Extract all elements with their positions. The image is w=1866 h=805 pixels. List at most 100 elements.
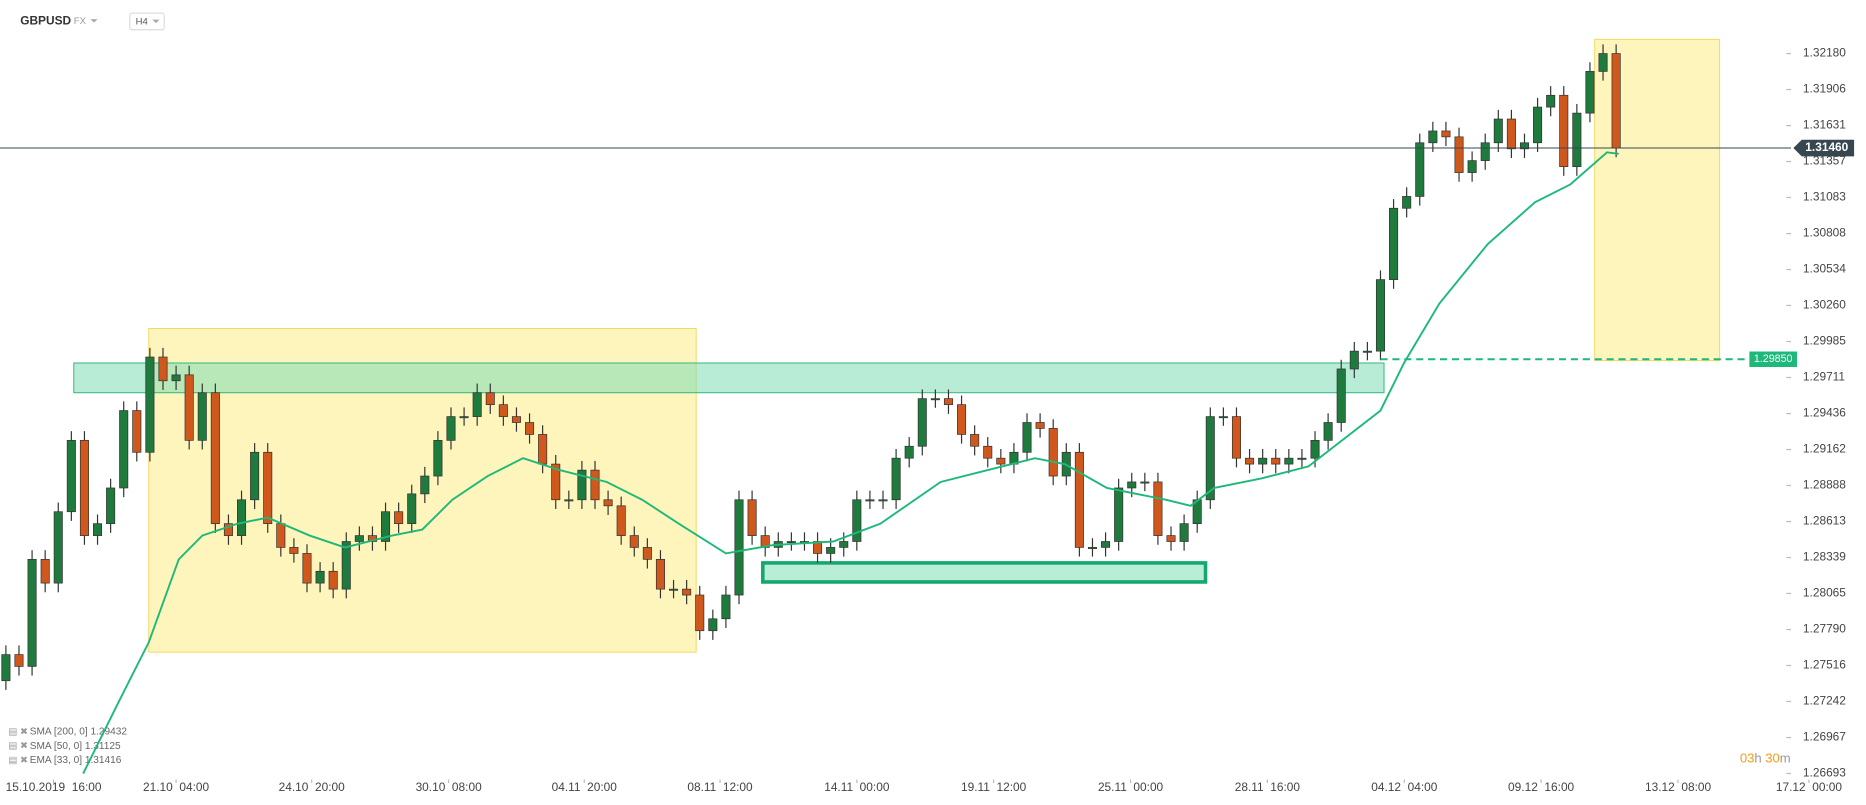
candle-body: [538, 434, 548, 465]
plot-area: [1, 44, 1621, 774]
candle-body: [1428, 130, 1438, 144]
dropdown-caret: [152, 19, 160, 24]
candle-body: [1140, 481, 1150, 484]
x-tick-label: 14.11 00:00: [824, 780, 890, 794]
x-tick-label: 17.12 00:00: [1776, 780, 1843, 794]
candle-body: [878, 499, 888, 502]
candle-body: [1336, 368, 1346, 423]
candle-body: [682, 588, 692, 596]
candle-body: [1323, 422, 1333, 441]
x-tick-label: 25.11 00:00: [1098, 780, 1164, 794]
candle-body: [1127, 481, 1137, 489]
candle-body: [145, 356, 155, 453]
timer-minutes: 30: [1765, 751, 1780, 766]
candle-body: [485, 392, 495, 406]
y-tick-label: 1.29985: [1803, 334, 1846, 348]
candle-body: [577, 469, 587, 501]
y-tick-label: 1.31631: [1803, 118, 1846, 132]
candle-body: [106, 487, 116, 525]
candle-body: [315, 570, 325, 584]
x-tick-label: 15.10.2019 16:00: [6, 780, 102, 794]
candle-body: [472, 392, 482, 417]
candle-body: [263, 451, 273, 525]
candle-body: [14, 654, 24, 667]
candle-body: [943, 398, 953, 406]
y-tick-label: 1.28888: [1803, 478, 1846, 492]
candle-body: [1218, 416, 1228, 419]
candle-body: [930, 398, 940, 401]
candle-body: [655, 558, 665, 590]
candle-body: [1375, 279, 1386, 352]
symbol[interactable]: GBPUSD: [20, 14, 71, 28]
candle-body: [996, 457, 1006, 465]
candle-body: [525, 422, 535, 435]
candle-body: [590, 469, 600, 501]
green-zone: [761, 561, 1208, 584]
candle-body: [53, 511, 63, 584]
indicator-label: SMA [200, 0] 1.29432: [30, 727, 128, 738]
candle-body: [786, 541, 796, 544]
candle-body: [1349, 350, 1359, 370]
candle-body: [1271, 457, 1281, 465]
candle-body: [1389, 207, 1399, 280]
candle-body: [1572, 112, 1582, 168]
candle-body: [1415, 142, 1425, 197]
candle-body: [1048, 428, 1058, 477]
candle-body: [328, 570, 338, 590]
level-tag-label: 1.29850: [1754, 353, 1793, 365]
candle-body: [1598, 53, 1608, 72]
candle-body: [1441, 130, 1451, 138]
dropdown-caret[interactable]: [90, 19, 98, 23]
candle-body: [1074, 451, 1084, 548]
candle-body: [721, 594, 731, 620]
candle-body: [1179, 523, 1189, 542]
interval-button[interactable]: [129, 12, 165, 31]
timer-hours: 03: [1740, 751, 1755, 766]
candle-body: [551, 463, 561, 501]
candle-body: [132, 410, 142, 453]
candle-body: [354, 535, 364, 542]
level-tag: [1749, 351, 1797, 367]
x-tick-label: 19.11 12:00: [961, 780, 1027, 794]
y-tick-label: 1.29711: [1803, 370, 1845, 384]
candle-body: [1559, 94, 1569, 168]
candle-body: [1585, 71, 1595, 114]
moving-average: [82, 151, 1619, 774]
candle-body: [616, 505, 626, 536]
price-tag: [1793, 139, 1855, 157]
candle-body: [708, 618, 718, 632]
candle-body: [1506, 118, 1516, 150]
candle-body: [970, 434, 980, 447]
x-tick-label: 24.10 20:00: [279, 780, 346, 794]
y-tick-label: 1.28339: [1803, 550, 1846, 564]
y-tick-label: 1.31357: [1803, 154, 1846, 168]
candle-body: [1114, 487, 1124, 542]
y-tick-label: 1.32180: [1803, 46, 1846, 60]
candle-body: [289, 547, 299, 554]
candle-body: [865, 499, 875, 502]
candle-body: [459, 416, 469, 419]
candle-body: [171, 374, 181, 382]
green-zone: [73, 362, 1385, 394]
y-tick-label: 1.29436: [1803, 406, 1846, 420]
candle-body: [629, 535, 639, 548]
candle-body: [1493, 118, 1503, 144]
indicator-label: SMA [50, 0] 1.31125: [30, 741, 121, 752]
candle-body: [1153, 481, 1163, 536]
y-tick-label: 1.28065: [1803, 586, 1846, 600]
y-tick-label: 1.26693: [1803, 766, 1846, 780]
indicator-icons[interactable]: ▤ ✖: [8, 755, 28, 766]
indicator-icons[interactable]: ▤ ✖: [8, 726, 28, 737]
x-tick-label: 08.11 12:00: [687, 780, 753, 794]
indicator-icons[interactable]: ▤ ✖: [8, 741, 28, 752]
candle-body: [957, 404, 967, 435]
candle-body: [603, 499, 613, 507]
candle-body: [433, 439, 443, 477]
y-tick-label: 1.26967: [1803, 730, 1846, 744]
candle-body: [381, 511, 391, 542]
candle-body: [394, 511, 404, 525]
candle-body: [1231, 416, 1241, 459]
yellow-zone: [1594, 38, 1721, 362]
interval[interactable]: H4: [136, 17, 149, 28]
